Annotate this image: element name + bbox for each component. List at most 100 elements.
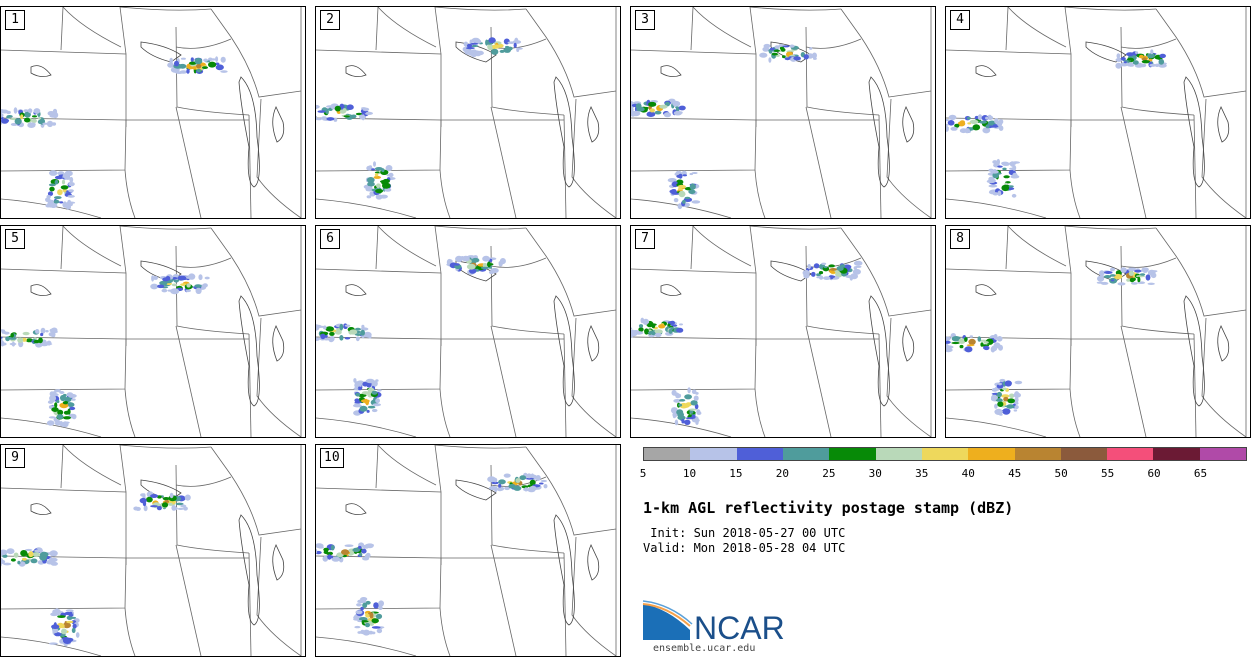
- state-border: [316, 198, 417, 218]
- storm-cell: [63, 416, 71, 420]
- storm-cell: [779, 46, 785, 50]
- storm-cell: [325, 326, 334, 332]
- storm-cell: [977, 336, 982, 342]
- state-border: [124, 388, 136, 437]
- storm-cell: [674, 419, 679, 426]
- state-border: [525, 8, 617, 98]
- member-number: 2: [320, 10, 340, 30]
- storm-cell: [773, 49, 780, 52]
- state-border: [1064, 7, 1157, 11]
- state-border: [377, 226, 437, 267]
- colorbar-tick-label: 25: [822, 467, 836, 480]
- storm-cell: [169, 492, 174, 499]
- storm-cell: [374, 167, 383, 171]
- storm-cell: [65, 609, 74, 612]
- storm-cell: [220, 56, 226, 63]
- state-border: [690, 7, 694, 51]
- storm-cell: [1159, 53, 1166, 59]
- state-border: [1064, 7, 1072, 55]
- state-border: [878, 333, 882, 437]
- storm-cell: [355, 392, 361, 397]
- storm-cell: [991, 389, 998, 392]
- storm-cell: [1131, 282, 1138, 285]
- state-border: [749, 7, 757, 55]
- storm-cell: [997, 120, 1003, 127]
- state-border: [375, 7, 379, 51]
- storm-cell: [659, 104, 668, 109]
- storm-cell: [49, 186, 55, 192]
- storm-cell: [13, 552, 19, 558]
- storm-cell: [341, 549, 350, 555]
- storm-cell: [316, 104, 320, 109]
- storm-cell: [153, 275, 158, 280]
- storm-cell: [466, 263, 476, 270]
- storm-cell: [959, 344, 964, 349]
- storm-cell: [809, 47, 813, 50]
- state-border: [175, 544, 202, 656]
- lake-outline: [660, 284, 682, 296]
- lake-outline: [975, 65, 997, 77]
- storm-cell: [38, 337, 43, 344]
- storm-cell: [317, 110, 326, 113]
- storm-cell: [997, 165, 1003, 168]
- chart-title: 1-km AGL reflectivity postage stamp (dBZ…: [643, 499, 1014, 517]
- state-border: [1069, 388, 1081, 437]
- storm-cell: [690, 400, 698, 406]
- storm-cell: [45, 343, 53, 346]
- lake-outline: [553, 76, 575, 188]
- storm-cell: [157, 495, 162, 499]
- storm-cell: [1, 330, 7, 334]
- storm-cell: [1, 559, 6, 565]
- storm-cell: [57, 409, 64, 416]
- storm-cell: [13, 107, 18, 114]
- storm-cell: [56, 399, 60, 404]
- storm-cell: [371, 626, 381, 629]
- state-border: [490, 476, 547, 487]
- state-border: [840, 8, 932, 98]
- storm-cell: [27, 108, 33, 114]
- storm-cell: [676, 327, 684, 333]
- state-border: [210, 8, 302, 98]
- storm-cell: [150, 505, 158, 508]
- storm-cell: [516, 47, 520, 52]
- colorbar-tick-label: 35: [915, 467, 929, 480]
- storm-cell: [967, 116, 971, 120]
- member-number: 6: [320, 229, 340, 249]
- storm-cell: [24, 111, 31, 118]
- storm-cell: [654, 329, 663, 334]
- state-border: [749, 226, 757, 274]
- storm-cell: [1013, 409, 1018, 412]
- storm-cell: [671, 189, 676, 192]
- storm-cell: [672, 412, 678, 418]
- storm-cell: [208, 61, 217, 68]
- storm-cell: [1139, 273, 1146, 276]
- storm-cell: [156, 506, 162, 511]
- storm-cell: [673, 110, 682, 116]
- state-border: [1, 636, 102, 656]
- storm-cell: [14, 118, 22, 125]
- postage-stamp-panel: 10: [315, 444, 621, 657]
- storm-cell: [46, 120, 54, 128]
- storm-cell: [1141, 267, 1149, 272]
- storm-cell: [343, 115, 350, 118]
- lake-outline: [553, 295, 575, 407]
- storm-cell: [823, 266, 828, 269]
- storm-cell: [388, 172, 394, 178]
- state-border: [316, 336, 564, 340]
- storm-cell: [369, 612, 374, 619]
- storm-cell: [638, 324, 644, 328]
- state-border: [1201, 317, 1247, 437]
- storm-cell: [61, 179, 66, 185]
- storm-cell: [344, 544, 354, 547]
- storm-cell: [1126, 278, 1131, 282]
- storm-cell: [33, 108, 41, 114]
- storm-cell: [1003, 175, 1010, 179]
- lake-outline: [140, 41, 182, 63]
- storm-cell: [968, 338, 976, 345]
- storm-cell: [177, 507, 184, 510]
- state-border: [631, 336, 879, 340]
- state-border: [805, 106, 832, 218]
- state-border: [316, 557, 442, 610]
- storm-cell: [1128, 271, 1134, 276]
- storm-cell: [642, 318, 650, 325]
